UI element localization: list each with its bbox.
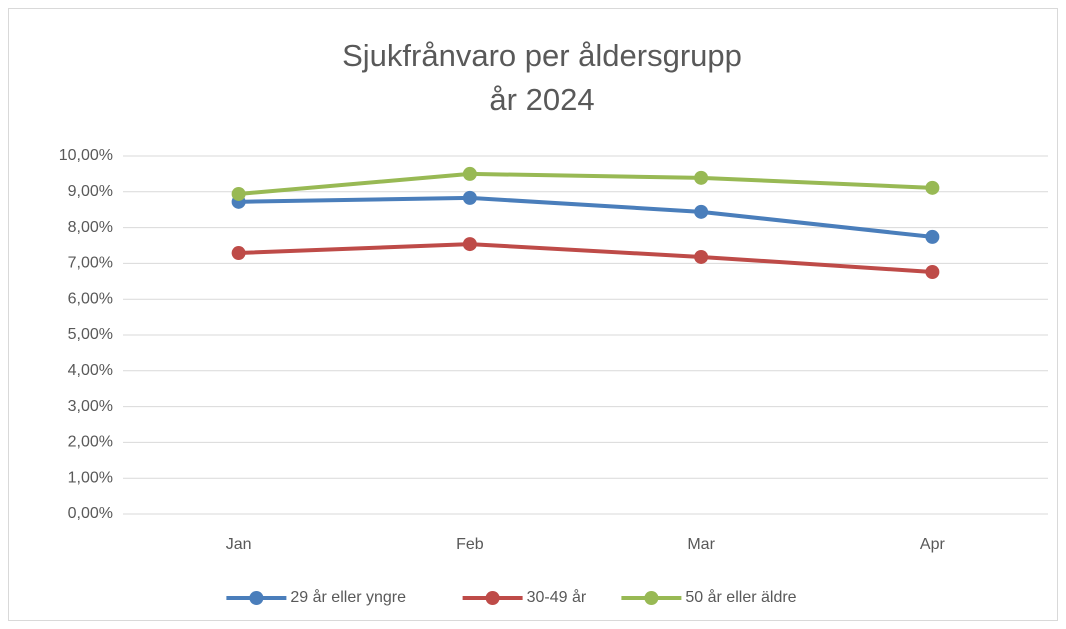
y-tick-label: 4,00%	[68, 362, 113, 379]
legend-marker	[644, 591, 659, 605]
series-line	[238, 195, 933, 239]
data-point	[231, 186, 246, 201]
data-point	[925, 229, 940, 244]
data-point	[925, 264, 940, 279]
data-point	[462, 190, 477, 205]
x-tick-label: Apr	[920, 536, 946, 553]
x-tick-label: Mar	[687, 536, 715, 553]
x-tick-label: Feb	[456, 536, 484, 553]
legend-label: 50 år eller äldre	[685, 588, 796, 606]
y-tick-label: 6,00%	[68, 290, 113, 307]
y-tick-label: 7,00%	[68, 255, 113, 272]
data-point	[462, 237, 477, 252]
data-point	[462, 166, 477, 181]
y-tick-label: 9,00%	[68, 183, 113, 200]
legend-label: 30-49 år	[527, 588, 587, 606]
chart-border	[8, 8, 1058, 621]
y-tick-label: 8,00%	[68, 219, 113, 236]
data-point	[925, 180, 940, 195]
chart-title: år 2024	[489, 82, 594, 117]
y-tick-label: 2,00%	[68, 434, 113, 451]
y-tick-label: 5,00%	[68, 326, 113, 343]
legend-marker	[249, 591, 264, 605]
chart-title: Sjukfrånvaro per åldersgrupp	[342, 38, 742, 73]
y-tick-label: 10,00%	[59, 147, 113, 164]
legend-marker	[485, 591, 500, 605]
data-point	[231, 246, 246, 261]
series-line	[238, 171, 933, 196]
series-line	[238, 242, 933, 274]
y-tick-label: 3,00%	[68, 398, 113, 415]
x-tick-label: Jan	[226, 536, 252, 553]
data-point	[694, 249, 709, 264]
y-tick-label: 1,00%	[68, 469, 113, 486]
legend-label: 29 år eller yngre	[290, 588, 406, 606]
data-point	[694, 204, 709, 219]
y-tick-label: 0,00%	[68, 505, 113, 522]
data-point	[694, 170, 709, 185]
